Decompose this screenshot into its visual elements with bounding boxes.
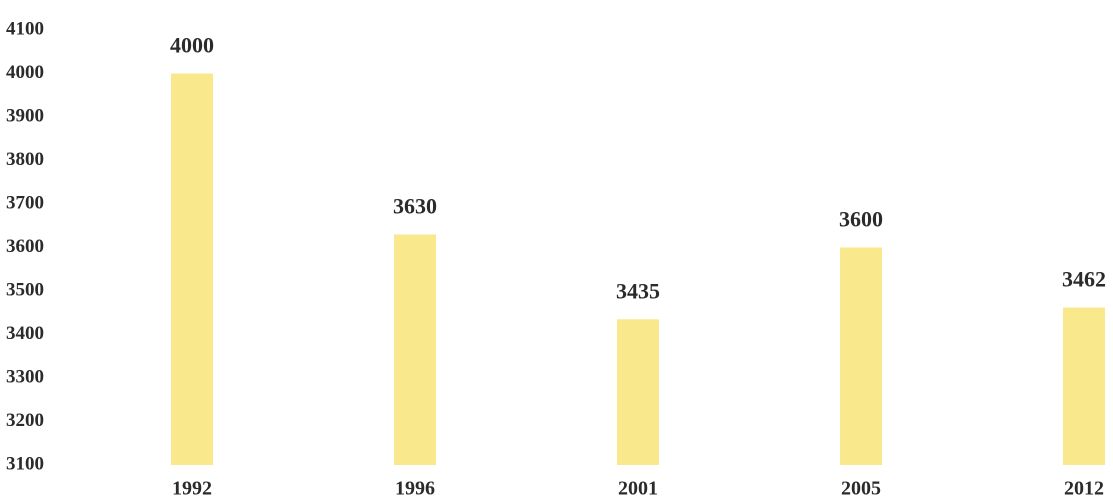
y-tick-label: 3400 [6, 323, 44, 344]
y-tick-label: 3900 [6, 105, 44, 126]
bar [617, 319, 659, 465]
bar [171, 73, 213, 465]
y-tick-label: 3200 [6, 410, 44, 431]
x-tick-label: 2012 [1064, 478, 1104, 500]
bar [840, 247, 882, 465]
y-tick-label: 4000 [6, 62, 44, 83]
y-tick-label: 3700 [6, 192, 44, 213]
y-tick-label: 4100 [6, 18, 44, 39]
x-tick-label: 1996 [395, 478, 435, 500]
x-tick-label: 2005 [841, 478, 881, 500]
y-tick-label: 3100 [6, 453, 44, 474]
bar [394, 234, 436, 465]
y-tick-label: 3800 [6, 149, 44, 170]
y-tick-label: 3600 [6, 236, 44, 257]
value-label: 3630 [393, 193, 437, 218]
x-tick-label: 1992 [172, 478, 212, 500]
bar [1063, 307, 1105, 465]
x-tick-label: 2001 [618, 478, 658, 500]
y-tick-label: 3500 [6, 279, 44, 300]
value-label: 4000 [170, 33, 214, 58]
value-label: 3462 [1062, 267, 1106, 292]
value-label: 3435 [616, 278, 660, 303]
y-tick-label: 3300 [6, 366, 44, 387]
value-label: 3600 [839, 207, 883, 232]
